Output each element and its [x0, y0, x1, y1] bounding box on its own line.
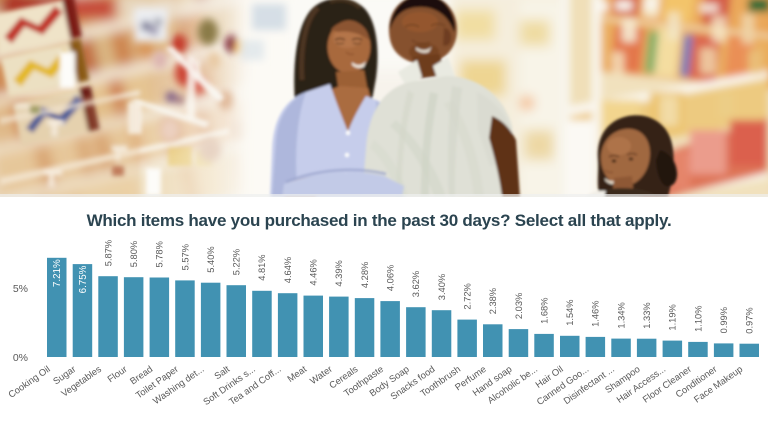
svg-text:Cooking Oil: Cooking Oil	[6, 363, 52, 400]
svg-text:5%: 5%	[13, 283, 28, 295]
svg-text:4.39%: 4.39%	[334, 260, 344, 286]
svg-text:6.75%: 6.75%	[78, 265, 89, 293]
svg-text:2.03%: 2.03%	[514, 293, 524, 319]
svg-text:4.06%: 4.06%	[385, 265, 395, 291]
svg-text:1.46%: 1.46%	[591, 301, 601, 327]
svg-text:1.33%: 1.33%	[642, 302, 652, 328]
svg-text:4.46%: 4.46%	[308, 259, 318, 285]
svg-text:5.40%: 5.40%	[206, 246, 216, 272]
svg-text:4.28%: 4.28%	[360, 262, 370, 288]
svg-text:3.40%: 3.40%	[437, 274, 447, 300]
svg-text:5.87%: 5.87%	[103, 240, 113, 266]
svg-text:5.78%: 5.78%	[155, 241, 165, 267]
svg-text:7.21%: 7.21%	[52, 259, 63, 287]
svg-text:3.62%: 3.62%	[411, 271, 421, 297]
svg-text:0.97%: 0.97%	[745, 307, 755, 333]
svg-text:5.22%: 5.22%	[232, 249, 242, 275]
svg-text:Flour: Flour	[105, 363, 129, 384]
svg-text:4.64%: 4.64%	[283, 257, 293, 283]
svg-text:5.57%: 5.57%	[180, 244, 190, 270]
svg-text:0%: 0%	[13, 352, 28, 364]
svg-text:1.10%: 1.10%	[693, 306, 703, 332]
svg-text:0.99%: 0.99%	[719, 307, 729, 333]
svg-text:Meat: Meat	[285, 363, 309, 384]
svg-text:5.80%: 5.80%	[129, 241, 139, 267]
svg-text:1.34%: 1.34%	[616, 302, 626, 328]
svg-text:2.38%: 2.38%	[488, 288, 498, 314]
svg-text:4.81%: 4.81%	[257, 254, 267, 280]
svg-text:1.54%: 1.54%	[565, 299, 575, 325]
svg-text:2.72%: 2.72%	[462, 283, 472, 309]
svg-text:1.19%: 1.19%	[668, 304, 678, 330]
svg-text:1.68%: 1.68%	[539, 298, 549, 324]
